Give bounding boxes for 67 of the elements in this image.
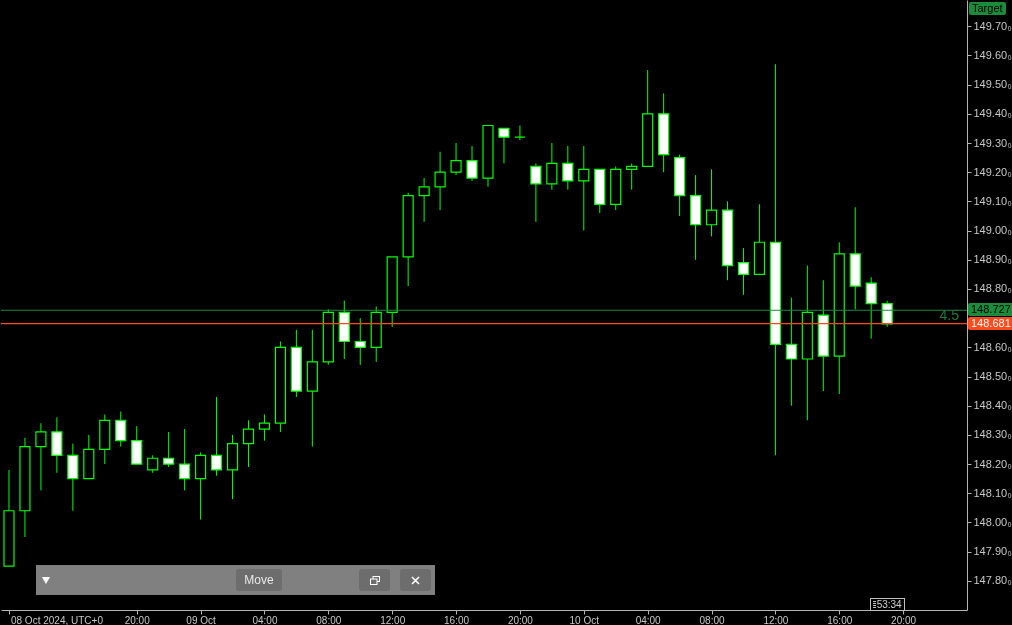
y-tick-label: 148.40₀ — [973, 399, 1012, 412]
candlestick — [242, 419, 255, 468]
candlestick — [466, 145, 478, 182]
candlestick — [67, 443, 79, 512]
candlestick — [258, 413, 271, 442]
y-tick-label: 149.70₀ — [973, 19, 1012, 32]
y-tick-label: 149.30₀ — [973, 136, 1012, 149]
candlestick — [115, 411, 127, 448]
x-tick-label: 08:00 — [699, 614, 725, 625]
candlestick — [785, 297, 797, 407]
y-tick-label: 149.10₀ — [973, 194, 1012, 207]
x-tick-label: 09 Oct — [186, 614, 217, 625]
candlestick — [737, 247, 750, 296]
candlestick — [354, 317, 366, 366]
x-tick-label: 16:00 — [827, 614, 853, 625]
candlestick — [578, 145, 590, 232]
candlestick — [865, 276, 877, 340]
y-tick-label: 147.80₀ — [973, 574, 1012, 587]
candlestick — [450, 142, 462, 176]
annotation: 53:34 — [876, 599, 902, 610]
candlestick — [418, 177, 430, 223]
y-tick-label: 147.90₀ — [973, 545, 1012, 558]
candlestick — [131, 425, 143, 465]
candlestick — [498, 127, 510, 164]
y-tick-label: 149.40₀ — [973, 107, 1012, 120]
y-tick-label: 148.50₀ — [973, 370, 1012, 383]
ref-line-label: 148.727 — [968, 303, 1012, 317]
candlestick — [546, 142, 558, 191]
y-tick-label: 148.80₀ — [973, 282, 1012, 295]
candlestick — [35, 422, 47, 491]
annotation: 4.5 — [939, 306, 960, 323]
x-tick-label: 04:00 — [635, 614, 662, 625]
x-tick-label: 16:00 — [444, 614, 470, 625]
x-tick-label: 20:00 — [891, 614, 917, 625]
y-tick-label: 148.20₀ — [973, 457, 1012, 470]
y-tick-label: 149.60₀ — [973, 48, 1012, 61]
candlestick — [626, 162, 638, 191]
x-tick-label: 10 Oct — [569, 614, 600, 625]
x-tick-label: 08:00 — [316, 614, 342, 625]
ref-line-label: 148.681 — [968, 316, 1012, 330]
y-tick-label: 148.90₀ — [973, 253, 1012, 266]
candlestick — [210, 396, 223, 477]
candlestick — [179, 428, 191, 491]
text: Target — [969, 2, 1006, 15]
candlestick — [51, 416, 63, 474]
x-tick-label: 04:00 — [252, 614, 278, 625]
y-tick-label: 149.00₀ — [973, 224, 1012, 237]
text: 08 Oct 2024, UTC+0 — [10, 615, 103, 625]
y-tick-label: 148.10₀ — [973, 486, 1012, 499]
y-tick-label: 148.60₀ — [973, 340, 1012, 353]
candlestick — [705, 168, 718, 237]
x-tick-label: 20:00 — [507, 614, 534, 625]
candlestick — [434, 151, 446, 211]
move-button: Move — [236, 569, 282, 591]
y-tick-label: 149.50₀ — [973, 78, 1012, 91]
y-tick-label: 148.30₀ — [973, 428, 1012, 441]
candlestick — [562, 145, 574, 191]
candlestick — [530, 162, 542, 223]
candlestick — [163, 431, 175, 468]
x-tick-label: 12:00 — [380, 614, 406, 625]
y-tick-label: 149.20₀ — [973, 165, 1012, 178]
y-tick-label: 148.00₀ — [973, 515, 1012, 528]
candlestick — [881, 300, 893, 328]
candlestick — [514, 125, 526, 141]
x-tick-label: 12:00 — [763, 614, 789, 625]
x-tick-label: 20:00 — [124, 614, 151, 625]
candlestick — [194, 451, 207, 521]
